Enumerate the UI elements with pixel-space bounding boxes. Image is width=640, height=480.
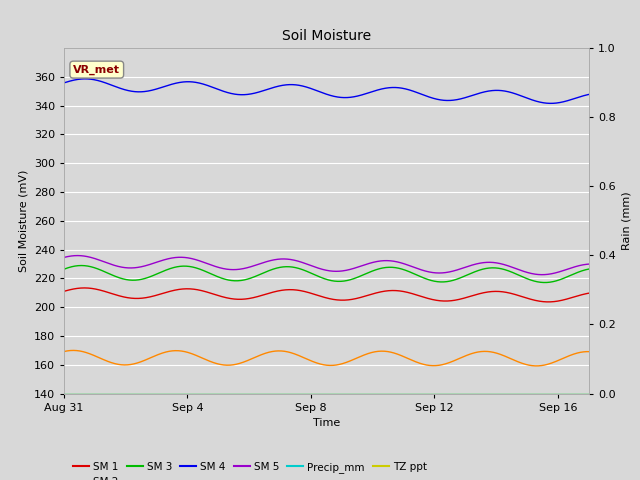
Text: VR_met: VR_met (73, 64, 120, 75)
Y-axis label: Rain (mm): Rain (mm) (621, 192, 631, 250)
Title: Soil Moisture: Soil Moisture (282, 29, 371, 43)
X-axis label: Time: Time (313, 418, 340, 428)
Y-axis label: Soil Moisture (mV): Soil Moisture (mV) (18, 169, 28, 272)
